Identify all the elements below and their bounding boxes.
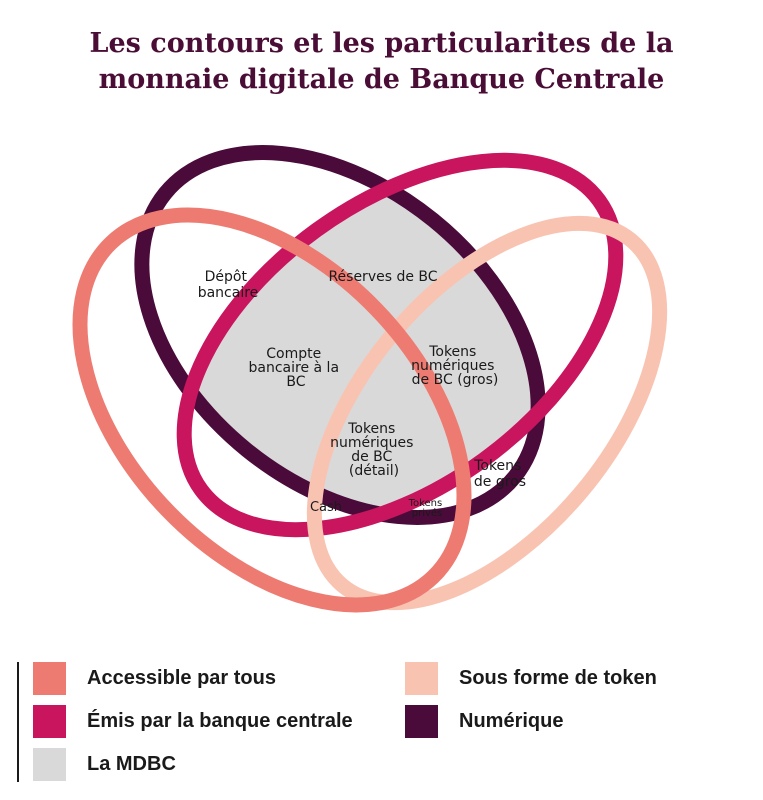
accessible-ellipse	[72, 207, 472, 613]
legend-swatch	[33, 662, 66, 695]
label-reserves-bc: Réserves de BC	[328, 269, 437, 285]
legend-swatch	[405, 705, 438, 738]
emis-bc-ellipse	[176, 152, 624, 538]
numerique-ellipse	[134, 145, 546, 525]
legend-swatch	[33, 748, 66, 781]
legend-divider	[17, 662, 19, 782]
label-compte-bancaire-bc: Compte bancaire à la BC	[249, 346, 344, 390]
legend-label: Numérique	[459, 710, 564, 732]
title-line-1: Les contours et les particularites de la	[89, 28, 674, 59]
title-line-2: monnaie digitale de Banque Centrale	[98, 64, 665, 95]
legend-label: La MDBC	[87, 753, 176, 775]
legend-label: Sous forme de token	[459, 667, 657, 689]
legend-label: Accessible par tous	[87, 667, 276, 689]
diagram-title: Les contours et les particularites de la…	[0, 26, 763, 98]
venn-diagram: Dépôt bancaire Réserves de BC Compte ban…	[72, 145, 668, 613]
label-tokens-prives: Tokens privés	[408, 498, 446, 519]
legend-label: Émis par la banque centrale	[87, 710, 353, 732]
label-tokens-bc-gros: Tokens numériques de BC (gros)	[411, 344, 499, 388]
label-tokens-gros: Tokens de gros	[473, 458, 526, 490]
label-depot-bancaire: Dépôt bancaire	[198, 269, 259, 301]
legend-swatch	[405, 662, 438, 695]
label-tokens-bc-detail: Tokens numériques de BC (détail)	[330, 421, 418, 479]
legend-swatch	[33, 705, 66, 738]
label-cash: Cash	[310, 500, 342, 515]
